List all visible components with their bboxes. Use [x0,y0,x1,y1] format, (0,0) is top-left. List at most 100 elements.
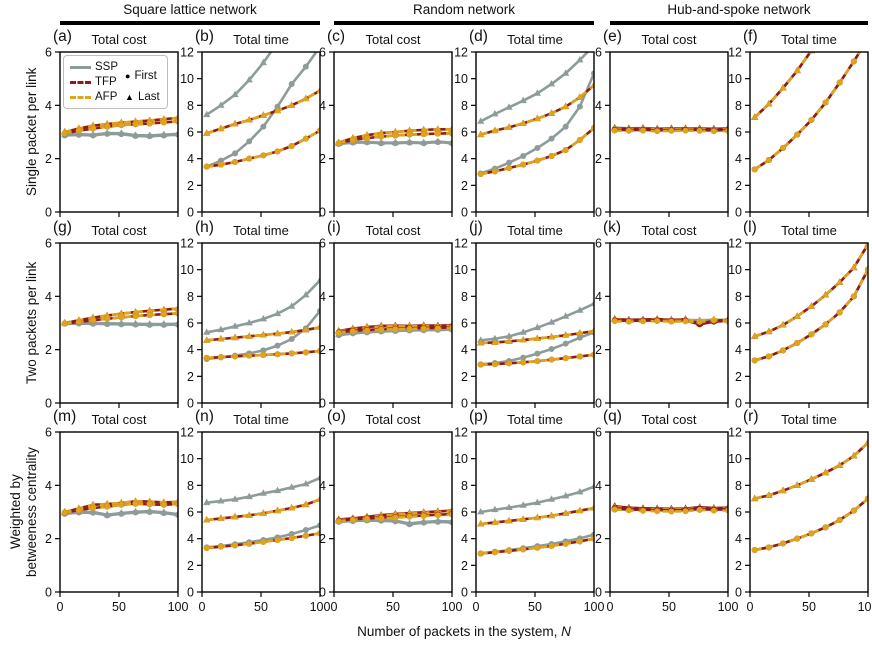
svg-text:50: 50 [112,600,126,614]
x-axis-title: Number of packets in the system, N [60,624,868,639]
plot-area: 0 2 4 6 [45,237,179,411]
svg-text:2: 2 [461,370,468,384]
panel-title: Total cost [641,412,697,427]
svg-text:0: 0 [319,397,326,411]
panel-title: Total time [233,32,289,47]
svg-text:8: 8 [461,479,468,493]
svg-text:6: 6 [595,46,602,60]
svg-text:6: 6 [319,237,326,251]
svg-text:4: 4 [461,532,468,546]
panel-letter: (h) [195,219,214,236]
svg-text:0: 0 [607,600,614,614]
legend-swatch-ssp [70,65,91,69]
plot-area: 0 2 4 6 [319,237,453,411]
chart-panel-d: (d) Total time 0 2 4 6 8 10 12 [450,28,612,244]
panel-letter: (e) [603,28,622,45]
svg-text:6: 6 [187,317,194,331]
svg-text:4: 4 [735,532,742,546]
svg-text:0: 0 [187,397,194,411]
svg-text:100: 100 [168,600,189,614]
panel-letter: (q) [603,408,622,425]
legend-item-last: ▲ Last [125,91,160,103]
svg-text:12: 12 [454,426,468,440]
chart-panel-l: (l) Total time 0 2 4 6 8 10 12 [724,219,872,435]
panel-letter: (m) [53,408,77,425]
chart-panel-k: (k) Total cost 0 2 4 6 [584,219,746,435]
panel-title: Total time [507,412,563,427]
svg-text:100: 100 [442,600,463,614]
chart-panel-h: (h) Total time 0 2 4 6 8 10 12 [176,219,338,435]
legend-label: AFP [95,91,118,103]
svg-text:0: 0 [735,397,742,411]
panel-title: Total cost [365,223,421,238]
panel-title: Total cost [365,32,421,47]
plot-area: 0 2 4 6 [595,237,729,411]
svg-text:10: 10 [728,452,742,466]
plot-area: 0 2 4 6 0 50 100 [45,426,189,615]
svg-text:100: 100 [584,600,605,614]
panel-title: Total cost [641,223,697,238]
svg-text:12: 12 [180,46,194,60]
panel-title: Total cost [641,32,697,47]
svg-text:2: 2 [187,370,194,384]
panel-title: Total cost [91,223,147,238]
chart-panel-r: (r) Total time 0 2 4 6 8 10 12 0 50 100 [724,408,872,624]
svg-text:6: 6 [461,506,468,520]
legend-label: Last [137,91,160,103]
svg-text:8: 8 [461,290,468,304]
panel-letter: (j) [469,219,483,236]
chart-panel-p: (p) Total time 0 2 4 6 8 10 12 0 50 100 [450,408,612,624]
svg-text:0: 0 [735,586,742,600]
chart-panel-b: (b) Total time 0 2 4 6 8 10 12 [176,28,338,244]
plot-area: 0 2 4 6 [45,46,179,220]
svg-text:4: 4 [45,99,52,113]
panel-title: Total time [233,223,289,238]
chart-panel-c: (c) Total cost 0 2 4 6 [308,28,470,244]
legend-item-tfp: TFP [70,76,118,88]
svg-text:0: 0 [199,600,206,614]
svg-text:100: 100 [858,600,872,614]
svg-text:0: 0 [595,206,602,220]
svg-text:0: 0 [461,397,468,411]
plot-area: 0 2 4 6 8 10 12 [180,46,321,220]
chart-panel-i: (i) Total cost 0 2 4 6 [308,219,470,435]
svg-text:10: 10 [180,263,194,277]
group-title: Random network [412,2,516,17]
svg-text:12: 12 [454,46,468,60]
legend-swatch-tfp [70,80,91,84]
svg-text:50: 50 [802,600,816,614]
group-header-random: Random network [334,2,594,25]
svg-text:6: 6 [735,506,742,520]
svg-text:8: 8 [735,479,742,493]
svg-text:6: 6 [735,317,742,331]
svg-text:8: 8 [735,290,742,304]
svg-text:0: 0 [45,206,52,220]
legend-label: First [134,70,157,82]
svg-text:4: 4 [595,290,602,304]
legend-label: SSP [95,61,119,73]
svg-text:4: 4 [319,99,326,113]
panel-title: Total cost [91,412,147,427]
panel-title: Total time [781,223,837,238]
legend-item-afp: AFP [70,91,118,103]
svg-text:8: 8 [735,99,742,113]
panel-title: Total time [781,412,837,427]
svg-text:6: 6 [735,126,742,140]
svg-text:2: 2 [319,532,326,546]
svg-text:6: 6 [187,506,194,520]
panel-title: Total time [507,32,563,47]
svg-text:8: 8 [187,290,194,304]
svg-text:2: 2 [735,559,742,573]
svg-text:2: 2 [735,179,742,193]
svg-text:10: 10 [454,72,468,86]
chart-panel-q: (q) Total cost 0 2 4 6 0 50 100 [584,408,746,624]
svg-text:6: 6 [461,317,468,331]
svg-text:12: 12 [728,46,742,60]
svg-text:4: 4 [319,479,326,493]
svg-text:2: 2 [595,343,602,357]
svg-text:2: 2 [187,559,194,573]
plot-area: 0 2 4 6 [319,46,453,220]
svg-text:0: 0 [57,600,64,614]
svg-text:4: 4 [735,152,742,166]
